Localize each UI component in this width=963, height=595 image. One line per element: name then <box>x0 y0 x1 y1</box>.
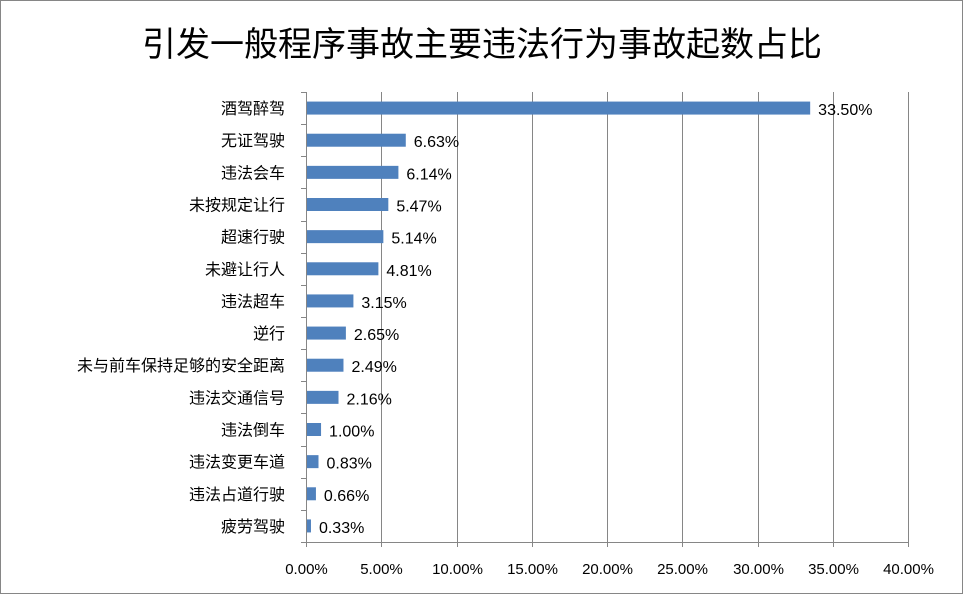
data-label: 5.47% <box>396 199 441 216</box>
category-label: 违法占道行驶 <box>189 485 285 504</box>
x-tick-label: 40.00% <box>883 561 934 578</box>
category-label: 未与前车保持足够的安全距离 <box>77 356 285 375</box>
x-tick-label: 0.00% <box>285 561 328 578</box>
x-tick-label: 25.00% <box>657 561 708 578</box>
bar <box>307 133 406 147</box>
bar <box>307 230 384 244</box>
bar <box>307 487 316 501</box>
x-tick-label: 35.00% <box>808 561 859 578</box>
category-label: 超速行驶 <box>221 228 285 247</box>
x-tick-label: 20.00% <box>582 561 633 578</box>
data-label: 6.63% <box>414 134 459 151</box>
data-label: 6.14% <box>406 166 451 183</box>
bar <box>307 165 399 179</box>
gridlines <box>381 92 909 542</box>
x-tick-label: 15.00% <box>507 561 558 578</box>
bar <box>307 294 354 308</box>
category-label: 酒驾醉驾 <box>221 99 285 118</box>
bar <box>307 519 311 533</box>
data-label: 4.81% <box>386 263 431 280</box>
bar <box>307 358 344 372</box>
bar <box>307 390 339 404</box>
category-label: 疲劳驾驶 <box>221 517 285 536</box>
x-tick-label: 10.00% <box>432 561 483 578</box>
category-label: 逆行 <box>253 324 285 343</box>
category-label: 未避让行人 <box>205 260 285 279</box>
bar <box>307 198 389 211</box>
data-label: 0.66% <box>324 488 369 505</box>
bars <box>307 101 811 533</box>
data-label: 0.33% <box>319 520 364 537</box>
data-label: 0.83% <box>326 456 371 473</box>
data-label: 33.50% <box>818 102 872 119</box>
axes <box>301 92 909 547</box>
category-label: 违法超车 <box>221 292 285 311</box>
category-label: 违法交通信号 <box>189 388 285 407</box>
category-label: 未按规定让行 <box>189 196 285 215</box>
data-label: 5.14% <box>391 231 436 248</box>
category-label: 违法变更车道 <box>189 453 285 472</box>
bar <box>307 423 322 436</box>
data-label: 1.00% <box>329 424 374 441</box>
bar <box>307 326 346 340</box>
bar <box>307 101 811 115</box>
category-label: 无证驾驶 <box>221 131 285 150</box>
data-label: 2.49% <box>351 359 396 376</box>
x-tick-label: 30.00% <box>733 561 784 578</box>
data-label: 3.15% <box>361 295 406 312</box>
bar <box>307 262 379 276</box>
x-tick-label: 5.00% <box>360 561 403 578</box>
bar <box>307 455 319 469</box>
category-label: 违法倒车 <box>221 421 285 440</box>
data-label: 2.65% <box>354 327 399 344</box>
chart-title: 引发一般程序事故主要违法行为事故起数占比 <box>142 25 822 65</box>
labels: 0.00% 5.00% 10.00% 15.00% 20.00% 25.00% 30.00%… <box>77 99 934 578</box>
data-label: 2.16% <box>347 391 392 408</box>
category-label: 违法会车 <box>221 163 285 182</box>
